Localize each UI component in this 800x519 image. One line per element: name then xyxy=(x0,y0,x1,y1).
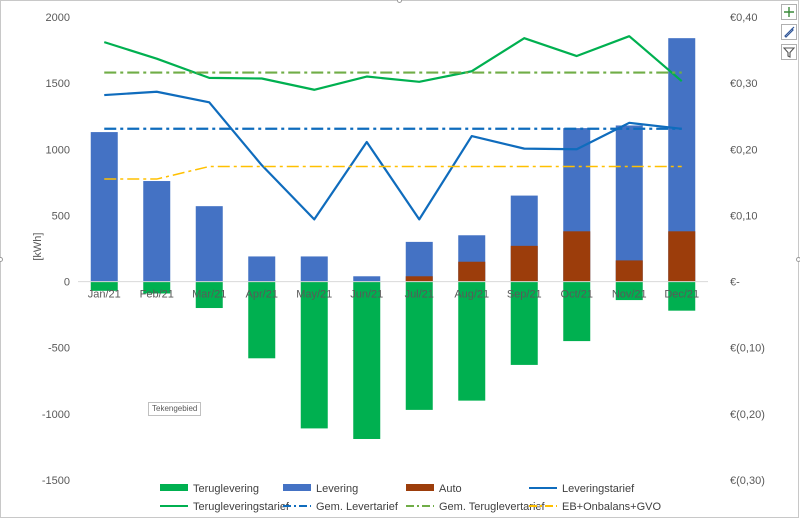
bar-teruglevering xyxy=(510,281,538,365)
y-tick-label: 1500 xyxy=(46,78,70,90)
y-tick-label: -1500 xyxy=(42,475,70,487)
bar-teruglevering xyxy=(615,281,643,301)
bar-levering xyxy=(615,125,643,282)
legend-label-leveringstarief: Leveringstarief xyxy=(562,483,635,495)
bar-teruglevering xyxy=(458,281,486,401)
y2-tick-label: €0,40 xyxy=(730,12,758,24)
line-leveringstarief xyxy=(104,90,682,221)
resize-handle-top[interactable] xyxy=(397,0,402,3)
x-tick-label: Mar/21 xyxy=(192,289,226,301)
y-tick-label: 500 xyxy=(52,210,70,222)
line-terugleveringstarief xyxy=(103,35,683,91)
bar-teruglevering xyxy=(563,281,591,342)
plus-icon xyxy=(784,7,794,17)
bar-auto xyxy=(668,231,696,282)
bar-levering xyxy=(90,132,118,282)
legend-swatch-auto xyxy=(406,484,434,491)
x-tick-label: Jan/21 xyxy=(88,289,121,301)
x-tick-label: Oct/21 xyxy=(561,289,593,301)
bar-levering xyxy=(405,241,433,282)
y-tick-label: 2000 xyxy=(46,12,70,24)
legend-label-eb-onbalans-gvo: EB+Onbalans+GVO xyxy=(562,501,662,513)
bar-auto xyxy=(615,260,643,282)
x-tick-label: Sep/21 xyxy=(507,289,542,301)
bar-auto xyxy=(405,276,433,282)
y-tick-label: 0 xyxy=(64,277,70,289)
bar-teruglevering xyxy=(405,281,433,410)
x-tick-label: May/21 xyxy=(296,289,332,301)
line-eb-onbalans-gvo xyxy=(104,165,682,180)
y2-tick-label: €(0,10) xyxy=(730,343,765,355)
y2-tick-label: €- xyxy=(730,277,740,289)
chart-filters-button[interactable] xyxy=(781,44,797,60)
legend-label-auto: Auto xyxy=(439,483,462,495)
resize-handle-right[interactable] xyxy=(796,257,800,262)
legend-swatch-levering xyxy=(283,484,311,491)
legend-label-gem-levertarief: Gem. Levertarief xyxy=(316,501,399,513)
x-tick-label: Feb/21 xyxy=(140,289,174,301)
legend-label-levering: Levering xyxy=(316,483,358,495)
y2-tick-label: €(0,20) xyxy=(730,409,765,421)
filter-icon xyxy=(783,47,795,58)
bar-levering xyxy=(300,256,328,282)
bar-teruglevering xyxy=(195,281,223,309)
bar-levering xyxy=(248,256,276,282)
bar-levering xyxy=(143,181,171,282)
bar-teruglevering xyxy=(90,281,118,291)
bar-levering xyxy=(353,276,381,282)
x-tick-label: Jun/21 xyxy=(350,289,383,301)
x-tick-label: Jul/21 xyxy=(405,289,434,301)
bar-teruglevering xyxy=(668,281,696,311)
x-tick-label: Apr/21 xyxy=(246,289,278,301)
bar-auto xyxy=(510,245,538,282)
legend-label-gem-teruglevertarief: Gem. Teruglevertarief xyxy=(439,501,546,513)
bar-levering xyxy=(195,206,223,282)
y-tick-label: 1000 xyxy=(46,144,70,156)
chart-styles-button[interactable] xyxy=(781,24,797,40)
y-tick-label: -500 xyxy=(48,343,70,355)
y-tick-label: -1000 xyxy=(42,409,70,421)
brush-icon xyxy=(784,26,795,38)
x-tick-label: Nov/21 xyxy=(612,289,647,301)
plot-area-tooltip: Tekengebied xyxy=(148,402,202,416)
y2-tick-label: €0,20 xyxy=(730,144,758,156)
legend-swatch-teruglevering xyxy=(160,484,188,491)
chart-elements-button[interactable] xyxy=(781,4,797,20)
bar-auto xyxy=(458,261,486,282)
y2-tick-label: €0,30 xyxy=(730,78,758,90)
resize-handle-left[interactable] xyxy=(0,257,3,262)
legend-label-teruglevering: Teruglevering xyxy=(193,483,259,495)
bar-teruglevering xyxy=(353,281,381,439)
y2-tick-label: €0,10 xyxy=(730,210,758,222)
y-axis-title: [kWh] xyxy=(32,233,44,261)
bar-auto xyxy=(563,231,591,282)
y2-tick-label: €(0,30) xyxy=(730,475,765,487)
x-tick-label: Aug/21 xyxy=(454,289,489,301)
x-tick-label: Dec/21 xyxy=(664,289,699,301)
bar-teruglevering xyxy=(248,281,276,359)
legend-label-terugleveringstarief: Terugleveringstarief xyxy=(193,501,290,513)
bar-teruglevering xyxy=(143,281,171,294)
bar-teruglevering xyxy=(300,281,328,429)
